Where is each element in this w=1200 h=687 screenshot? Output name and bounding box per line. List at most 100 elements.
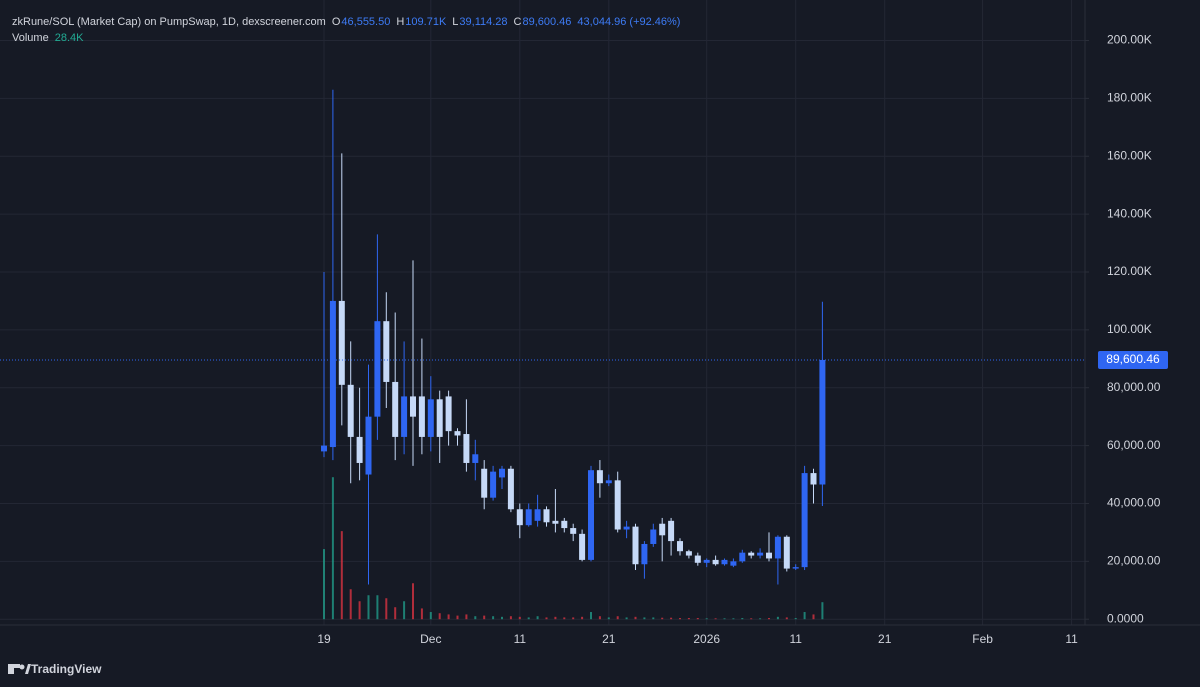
x-tick-label: Dec xyxy=(420,632,441,646)
volume-bar xyxy=(483,615,486,620)
volume-bar xyxy=(590,612,592,620)
volume-bar xyxy=(776,616,779,620)
candle-body xyxy=(383,321,390,382)
candle-body xyxy=(766,552,772,559)
candle-body xyxy=(410,396,416,417)
legend-header: zkRune/SOL (Market Cap) on PumpSwap, 1D,… xyxy=(12,14,680,46)
volume-bar xyxy=(447,614,450,620)
y-tick-label: 180.00K xyxy=(1107,91,1152,105)
volume-bar xyxy=(563,617,566,620)
volume-bar xyxy=(714,618,717,620)
footer-brand: TradingView xyxy=(31,662,102,676)
volume-bar xyxy=(527,617,530,620)
volume-value: 28.4K xyxy=(54,32,84,44)
change-label: 43,044.96 (+92.46%) xyxy=(577,16,681,28)
candle-body xyxy=(605,480,612,484)
volume-bar xyxy=(821,602,824,620)
volume-bar xyxy=(661,617,664,620)
x-tick-label: 21 xyxy=(602,632,616,646)
candle-body xyxy=(819,359,826,485)
x-tick-label: 19 xyxy=(317,632,331,646)
candle-body xyxy=(543,509,550,523)
candle-body xyxy=(596,470,603,484)
candle-body xyxy=(641,543,648,565)
volume-name: Volume xyxy=(12,32,49,44)
x-tick-label: 21 xyxy=(878,632,892,646)
volume-bar xyxy=(358,601,361,620)
candle-body xyxy=(525,509,532,526)
x-tick-label: 11 xyxy=(514,632,527,646)
ohlc-item: C 89,600.46 xyxy=(514,14,572,30)
y-tick-label: 140.00K xyxy=(1107,206,1152,220)
volume-bar xyxy=(456,615,459,620)
candle-body xyxy=(552,520,559,524)
volume-bar xyxy=(518,616,521,620)
candle-body xyxy=(347,384,354,437)
candle-body xyxy=(445,396,452,432)
volume-bar xyxy=(616,616,619,620)
candle-body xyxy=(401,396,408,437)
candle-body xyxy=(623,526,630,530)
candle-body xyxy=(436,399,443,437)
volume-bar xyxy=(501,616,503,620)
ohlc-letter: L xyxy=(452,16,459,28)
ohlc-item: O 46,555.50 xyxy=(332,14,391,30)
candle-body xyxy=(490,471,497,498)
marks xyxy=(321,89,826,620)
candle-body xyxy=(801,473,808,568)
candle-body xyxy=(392,381,399,437)
volume-bar xyxy=(679,618,681,620)
logo-shape xyxy=(25,664,31,674)
candle-body xyxy=(694,555,701,563)
volume-bar xyxy=(670,617,673,620)
volume-bar xyxy=(652,617,655,620)
volume-bar xyxy=(438,613,441,620)
volume-bar xyxy=(732,618,735,620)
candle-body xyxy=(507,468,514,510)
candle-body xyxy=(739,552,746,562)
volume-bar xyxy=(331,477,334,620)
y-tick-label: 20,000.00 xyxy=(1107,554,1161,568)
volume-bar xyxy=(572,617,575,620)
y-tick-label: 120.00K xyxy=(1107,264,1152,278)
candle-body xyxy=(721,559,728,565)
logo: TradingView xyxy=(8,662,102,676)
volume-bar xyxy=(385,598,388,620)
logo-bar xyxy=(8,664,20,668)
candle-body xyxy=(659,523,666,536)
candle-body xyxy=(570,528,577,534)
logo-bar xyxy=(8,664,14,674)
volume-bar xyxy=(723,618,726,620)
candle-body xyxy=(614,480,621,530)
volume-bar xyxy=(340,531,343,620)
volume-bar xyxy=(474,616,477,620)
candle-body xyxy=(338,300,345,385)
candle-body xyxy=(748,552,755,556)
candle-body xyxy=(534,509,541,521)
volume-bar xyxy=(607,617,610,620)
candle-body xyxy=(321,445,327,452)
volume-bar xyxy=(625,617,628,620)
volume-bar xyxy=(794,618,797,620)
candle-body xyxy=(650,529,657,544)
volume-bar xyxy=(465,614,468,620)
volume-bar xyxy=(536,616,539,620)
volume-bar xyxy=(785,617,788,620)
candle-body xyxy=(588,470,594,560)
last-price-label: 89,600.46 xyxy=(1106,352,1160,366)
volume-bar xyxy=(634,616,637,620)
candle-body xyxy=(374,321,381,417)
candle-body xyxy=(783,536,790,569)
candle-body xyxy=(516,509,523,526)
volume-bar xyxy=(759,618,762,620)
candle-body xyxy=(499,468,505,478)
candle-body xyxy=(703,559,710,563)
volume-bar xyxy=(492,616,495,620)
x-tick-label: Feb xyxy=(972,632,993,646)
volume-bar xyxy=(803,612,806,620)
x-tick-label: 11 xyxy=(1065,632,1078,646)
x-tick-label: 11 xyxy=(789,632,802,646)
volume-row: Volume 28.4K xyxy=(12,30,680,46)
